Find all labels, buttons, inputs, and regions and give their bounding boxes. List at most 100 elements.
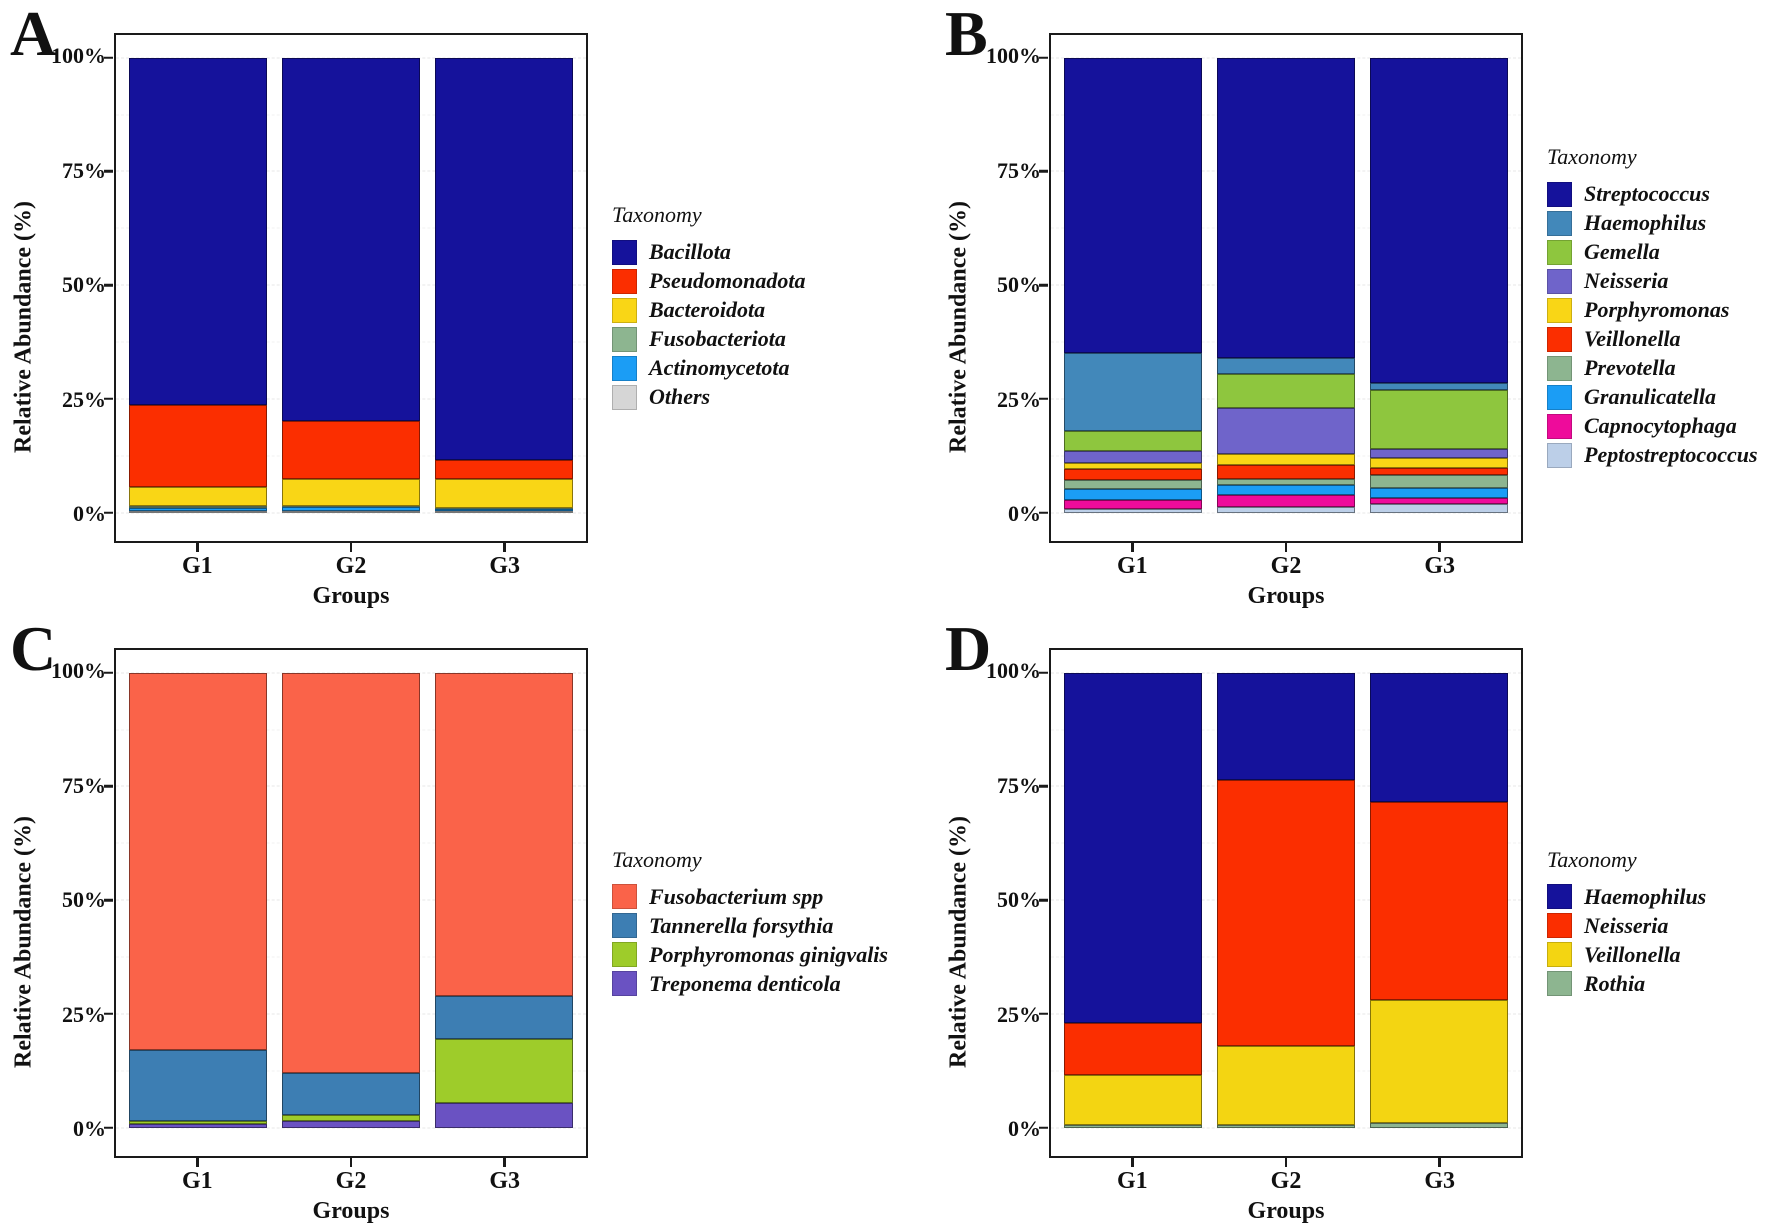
panel-d: D Relative Abundance (%) 100% 75% 50% 25% 0%… bbox=[935, 615, 1770, 1231]
bar-slot-g3 bbox=[1362, 57, 1515, 513]
panel-a-letter: A bbox=[10, 0, 57, 69]
legend-item: Streptococcus bbox=[1547, 181, 1770, 207]
y-tick-label: 0% bbox=[73, 501, 106, 527]
x-tick-mark bbox=[1284, 1158, 1288, 1167]
bar-segment-capnocytophaga bbox=[1064, 500, 1202, 509]
legend-item: Rothia bbox=[1547, 971, 1770, 997]
legend-item: Pseudomonadota bbox=[612, 268, 935, 294]
legend-swatch bbox=[612, 355, 637, 381]
bar-segment-actinomycetota bbox=[282, 507, 420, 512]
y-tick-label: 0% bbox=[73, 1116, 106, 1142]
x-category-slot: G3 bbox=[1363, 543, 1517, 583]
x-category-slot: G1 bbox=[120, 543, 274, 583]
bar-slot-g2 bbox=[275, 672, 428, 1128]
bar-segment-veillonella bbox=[1217, 1045, 1355, 1126]
legend-item: Capnocytophaga bbox=[1547, 413, 1770, 439]
x-category-label: G3 bbox=[489, 1168, 521, 1194]
bar-segment-porphyromonas-ginigvalis bbox=[282, 1115, 420, 1121]
panel-b-letter: B bbox=[945, 0, 988, 69]
x-category-label: G2 bbox=[335, 1168, 367, 1194]
bar-segment-tannerella-forsythia bbox=[282, 1073, 420, 1116]
gridline-major bbox=[116, 1127, 586, 1129]
legend-item: Veillonella bbox=[1547, 942, 1770, 968]
bar-segment-fusobacteriota bbox=[129, 506, 267, 508]
y-tick-mark bbox=[104, 56, 113, 60]
legend-title: Taxonomy bbox=[612, 846, 702, 872]
bar-segment-actinomycetota bbox=[435, 509, 573, 512]
x-axis-tick-labels: G1 G2 G3 bbox=[1049, 543, 1523, 583]
x-category-label: G1 bbox=[1116, 1168, 1148, 1194]
bar-segment-granulicatella bbox=[1370, 487, 1508, 498]
bar-segment-streptococcus bbox=[1217, 57, 1355, 358]
y-tick-mark bbox=[1039, 283, 1048, 287]
bar-segment-streptococcus bbox=[1064, 57, 1202, 354]
x-category-label: G2 bbox=[335, 553, 367, 579]
legend-item-label: Tannerella forsythia bbox=[649, 912, 834, 938]
bar-segment-pseudomonadota bbox=[129, 405, 267, 487]
y-tick-label: 100% bbox=[986, 657, 1041, 683]
y-tick-mark bbox=[104, 671, 113, 675]
stacked-bar-b-g2 bbox=[1217, 57, 1355, 513]
bar-slot-g3 bbox=[1362, 672, 1515, 1128]
bar-segment-granulicatella bbox=[1064, 489, 1202, 501]
bar-segment-bacteroidota bbox=[129, 486, 267, 507]
bars bbox=[1057, 57, 1516, 513]
y-axis-tick-labels: 100% 75% 50% 25% 0% bbox=[983, 648, 1049, 1158]
bar-segment-haemophilus bbox=[1370, 383, 1508, 390]
bar-segment-fusobacteriota bbox=[435, 508, 573, 509]
plot-box bbox=[1039, 648, 1523, 1158]
y-tick-label: 50% bbox=[997, 272, 1041, 298]
legend-item: Fusobacteriota bbox=[612, 326, 935, 352]
y-tick-mark bbox=[1039, 56, 1048, 60]
gridline-major bbox=[1051, 1127, 1521, 1129]
legend-item-label: Neisseria bbox=[1584, 268, 1669, 293]
bar-segment-streptococcus bbox=[1370, 57, 1508, 384]
bar-segment-peptostreptococcus bbox=[1370, 504, 1508, 513]
x-category-slot: G3 bbox=[428, 543, 582, 583]
legend-swatch bbox=[612, 384, 637, 410]
bar-slot-g1 bbox=[122, 57, 275, 513]
stacked-bar-a-g1 bbox=[129, 57, 267, 513]
bar-segment-tannerella-forsythia bbox=[435, 995, 573, 1039]
y-tick-label: 75% bbox=[997, 772, 1041, 798]
legend-item-label: Fusobacterium spp bbox=[649, 883, 824, 909]
legend-swatch bbox=[612, 913, 637, 938]
bars bbox=[1057, 672, 1516, 1128]
y-tick-label: 0% bbox=[1008, 1116, 1041, 1142]
bar-segment-rothia bbox=[1217, 1125, 1355, 1128]
y-tick-label: 50% bbox=[997, 887, 1041, 913]
legend-item-label: Others bbox=[649, 384, 711, 409]
bar-segment-pseudomonadota bbox=[282, 421, 420, 479]
y-tick-label: 75% bbox=[62, 157, 106, 183]
y-tick-mark bbox=[1039, 1012, 1048, 1016]
legend-item-label: Bacillota bbox=[649, 239, 731, 264]
bar-slot-g1 bbox=[122, 672, 275, 1128]
bar-segment-capnocytophaga bbox=[1217, 494, 1355, 507]
bar-segment-fusobacterium-spp bbox=[129, 672, 267, 1051]
legend-item-label: Neisseria bbox=[1584, 912, 1669, 938]
x-tick-mark bbox=[1131, 1158, 1134, 1167]
bar-segment-fusobacteriota bbox=[282, 505, 420, 508]
y-tick-label: 25% bbox=[62, 386, 106, 412]
stacked-bar-d-g3 bbox=[1370, 672, 1508, 1128]
bar-segment-bacteroidota bbox=[282, 478, 420, 506]
legend-swatch bbox=[612, 239, 637, 265]
legend-items: Fusobacterium spp Tannerella forsythia Por… bbox=[612, 881, 935, 1000]
y-tick-label: 0% bbox=[1008, 501, 1041, 527]
legend-swatch bbox=[612, 297, 637, 323]
bar-segment-rothia bbox=[1064, 1125, 1202, 1128]
legend-swatch bbox=[1547, 210, 1572, 236]
x-axis-tick-labels: G1 G2 G3 bbox=[114, 1158, 588, 1198]
legend-item: Porphyromonas bbox=[1547, 297, 1770, 323]
legend-item: Actinomycetota bbox=[612, 355, 935, 381]
panel-b: B Relative Abundance (%) 100% 75% 50% 25% 0%… bbox=[935, 0, 1770, 615]
stacked-bar-b-g1 bbox=[1064, 57, 1202, 513]
bar-segment-prevotella bbox=[1064, 480, 1202, 490]
legend-swatch bbox=[1547, 884, 1572, 909]
x-axis-title: Groups bbox=[1247, 1198, 1325, 1224]
x-category-slot: G1 bbox=[1055, 1158, 1209, 1198]
bar-segment-veillonella bbox=[1217, 464, 1355, 479]
bar-segment-fusobacterium-spp bbox=[282, 672, 420, 1074]
y-axis-title: Relative Abundance (%) bbox=[945, 201, 972, 453]
legend-swatch bbox=[612, 942, 637, 967]
